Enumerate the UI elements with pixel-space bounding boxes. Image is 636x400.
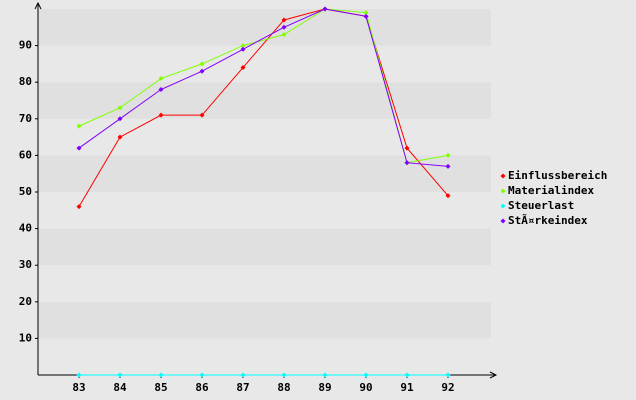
data-point <box>445 193 451 199</box>
data-point <box>363 372 369 378</box>
x-tick-label: 84 <box>113 381 127 394</box>
grid-band <box>38 228 491 266</box>
y-tick-label: 10 <box>19 331 32 344</box>
data-point <box>76 123 82 129</box>
data-point <box>363 13 369 19</box>
x-tick-label: 90 <box>359 381 372 394</box>
x-tick-label: 85 <box>154 381 167 394</box>
x-tick-label: 87 <box>236 381 249 394</box>
grid-band <box>38 265 491 302</box>
data-point <box>445 152 451 158</box>
legend-label: StÃ¤rkeindex <box>508 214 588 227</box>
legend-label: Einflussbereich <box>508 169 607 182</box>
y-axis-arrow <box>34 1 42 10</box>
x-tick-label: 86 <box>195 381 209 394</box>
data-point <box>404 160 410 166</box>
y-tick-label: 40 <box>19 222 32 235</box>
grid-band <box>38 118 491 156</box>
data-point <box>240 372 246 378</box>
data-point <box>281 17 287 23</box>
data-point <box>117 105 123 111</box>
legend-label: Materialindex <box>508 184 594 197</box>
data-point <box>281 24 287 30</box>
y-tick-label: 80 <box>19 75 32 88</box>
data-point <box>240 43 246 49</box>
series-line <box>78 8 449 167</box>
x-axis-arrow <box>489 371 498 379</box>
grid-band <box>38 338 491 375</box>
data-point <box>240 46 246 52</box>
legend-marker <box>500 218 506 224</box>
data-point <box>322 372 328 378</box>
data-point <box>240 65 246 71</box>
y-tick-label: 20 <box>19 295 32 308</box>
data-point <box>76 204 82 210</box>
legend-marker <box>500 203 506 209</box>
x-tick-label: 91 <box>400 381 414 394</box>
x-tick-label: 83 <box>72 381 85 394</box>
data-point <box>199 61 205 67</box>
y-tick-label: 30 <box>19 258 32 271</box>
data-point <box>76 372 82 378</box>
data-point <box>404 372 410 378</box>
data-point <box>199 372 205 378</box>
grid-band <box>38 192 491 229</box>
data-point <box>117 134 123 140</box>
grid-band <box>38 301 491 339</box>
data-point <box>363 10 369 16</box>
data-point <box>158 76 164 82</box>
data-point <box>281 372 287 378</box>
data-point <box>281 32 287 38</box>
data-point <box>158 372 164 378</box>
data-point <box>158 87 164 93</box>
data-point <box>76 145 82 151</box>
y-tick-label: 50 <box>19 185 32 198</box>
data-point <box>117 372 123 378</box>
data-point <box>445 163 451 169</box>
legend-marker <box>500 173 506 179</box>
y-tick-label: 70 <box>19 112 32 125</box>
data-point <box>445 372 451 378</box>
legend-label: Steuerlast <box>508 199 574 212</box>
series-line <box>78 8 449 207</box>
data-point <box>158 112 164 118</box>
x-tick-label: 88 <box>277 381 290 394</box>
data-point <box>404 145 410 151</box>
x-tick-label: 89 <box>318 381 331 394</box>
data-point <box>322 6 328 12</box>
y-tick-label: 60 <box>19 148 32 161</box>
data-point <box>199 112 205 118</box>
x-tick-label: 92 <box>441 381 454 394</box>
data-point <box>199 68 205 74</box>
data-point <box>117 116 123 122</box>
grid-band <box>38 82 491 119</box>
grid-band <box>38 45 491 83</box>
y-tick-label: 90 <box>19 39 32 52</box>
legend-marker <box>500 188 506 194</box>
